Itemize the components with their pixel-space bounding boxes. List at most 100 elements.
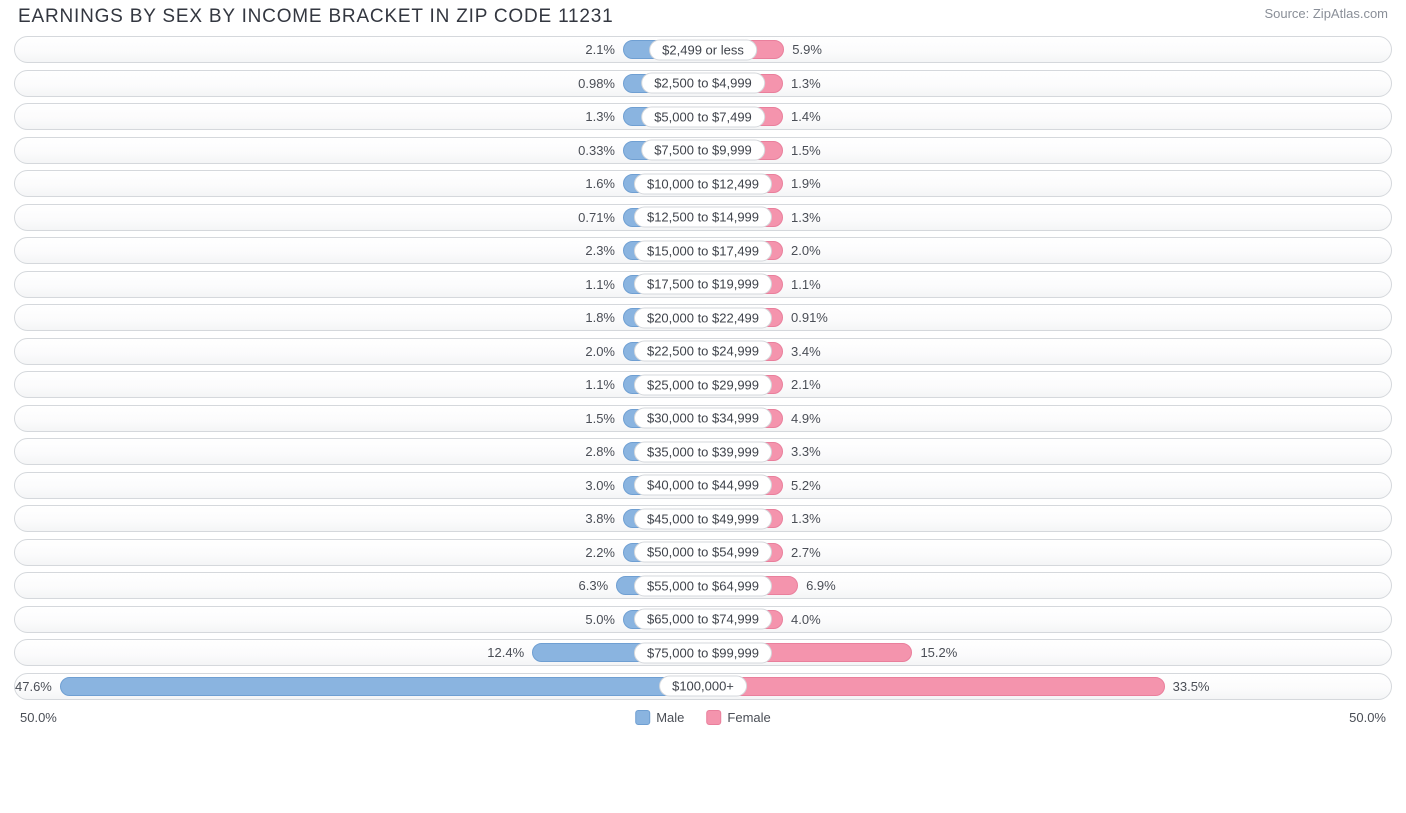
male-value-label: 2.1% [585, 42, 615, 57]
chart-row: 6.3% 6.9% $55,000 to $64,999 [14, 572, 1392, 599]
category-label: $75,000 to $99,999 [634, 642, 772, 663]
legend-label-female: Female [727, 710, 770, 725]
male-value-label: 0.71% [578, 210, 615, 225]
chart-row: 5.0%4.0%$65,000 to $74,999 [14, 606, 1392, 633]
female-half: 3.3% [703, 439, 1391, 464]
chart-footer: 50.0% Male Female 50.0% [0, 706, 1406, 734]
chart-track: 1.1%1.1%$17,500 to $19,999 [14, 271, 1392, 298]
female-half: 5.2% [703, 473, 1391, 498]
chart-row: 0.33%1.5%$7,500 to $9,999 [14, 137, 1392, 164]
chart-track: 12.4% 15.2% $75,000 to $99,999 [14, 639, 1392, 666]
chart-source: Source: ZipAtlas.com [1264, 6, 1388, 21]
male-half: 1.5% [15, 406, 703, 431]
female-half: 1.3% [703, 506, 1391, 531]
category-label: $2,499 or less [649, 39, 757, 60]
female-value-label: 1.3% [791, 511, 821, 526]
category-label: $2,500 to $4,999 [641, 73, 765, 94]
male-value-label: 2.0% [585, 344, 615, 359]
chart-row: 12.4% 15.2% $75,000 to $99,999 [14, 639, 1392, 666]
female-value-label: 1.5% [791, 143, 821, 158]
category-label: $50,000 to $54,999 [634, 542, 772, 563]
chart-row: 2.1% 5.9% $2,499 or less [14, 36, 1392, 63]
male-value-label: 47.6% [15, 679, 52, 694]
male-half: 2.0% [15, 339, 703, 364]
male-value-label: 6.3% [579, 578, 609, 593]
female-value-label: 5.9% [792, 42, 822, 57]
category-label: $22,500 to $24,999 [634, 341, 772, 362]
chart-row: 2.8%3.3%$35,000 to $39,999 [14, 438, 1392, 465]
category-label: $5,000 to $7,499 [641, 106, 765, 127]
female-half: 0.91% [703, 305, 1391, 330]
chart-title: EARNINGS BY SEX BY INCOME BRACKET IN ZIP… [18, 6, 614, 28]
female-value-label: 1.1% [791, 277, 821, 292]
chart-track: 3.0%5.2%$40,000 to $44,999 [14, 472, 1392, 499]
male-value-label: 1.5% [585, 411, 615, 426]
category-label: $55,000 to $64,999 [634, 575, 772, 596]
female-half: 2.7% [703, 540, 1391, 565]
female-value-label: 1.9% [791, 176, 821, 191]
female-half: 1.9% [703, 171, 1391, 196]
male-half: 5.0% [15, 607, 703, 632]
female-half: 1.3% [703, 71, 1391, 96]
female-value-label: 3.4% [791, 344, 821, 359]
male-value-label: 12.4% [487, 645, 524, 660]
female-value-label: 15.2% [920, 645, 957, 660]
female-half: 1.3% [703, 205, 1391, 230]
chart-row: 3.8%1.3%$45,000 to $49,999 [14, 505, 1392, 532]
category-label: $10,000 to $12,499 [634, 173, 772, 194]
chart-track: 2.8%3.3%$35,000 to $39,999 [14, 438, 1392, 465]
chart-track: 1.5% 4.9% $30,000 to $34,999 [14, 405, 1392, 432]
female-half: 33.5% [703, 674, 1391, 699]
chart-track: 2.1% 5.9% $2,499 or less [14, 36, 1392, 63]
chart-track: 0.98%1.3%$2,500 to $4,999 [14, 70, 1392, 97]
chart-track: 1.3% 1.4% $5,000 to $7,499 [14, 103, 1392, 130]
category-label: $30,000 to $34,999 [634, 408, 772, 429]
female-value-label: 2.1% [791, 377, 821, 392]
chart-track: 6.3% 6.9% $55,000 to $64,999 [14, 572, 1392, 599]
female-value-label: 2.0% [791, 243, 821, 258]
axis-label-left: 50.0% [20, 710, 57, 725]
male-half: 2.2% [15, 540, 703, 565]
female-value-label: 4.9% [791, 411, 821, 426]
chart-track: 2.2% 2.7% $50,000 to $54,999 [14, 539, 1392, 566]
male-half: 2.8% [15, 439, 703, 464]
male-half: 47.6% [15, 674, 703, 699]
legend-item-male: Male [635, 710, 684, 725]
male-half: 3.0% [15, 473, 703, 498]
female-value-label: 4.0% [791, 612, 821, 627]
male-half: 6.3% [15, 573, 703, 598]
legend-item-female: Female [706, 710, 770, 725]
male-value-label: 1.1% [585, 377, 615, 392]
male-half: 12.4% [15, 640, 703, 665]
female-half: 2.1% [703, 372, 1391, 397]
female-value-label: 1.4% [791, 109, 821, 124]
chart-track: 1.8%0.91%$20,000 to $22,499 [14, 304, 1392, 331]
female-value-label: 33.5% [1173, 679, 1210, 694]
chart-track: 2.0% 3.4% $22,500 to $24,999 [14, 338, 1392, 365]
chart-row: 1.5% 4.9% $30,000 to $34,999 [14, 405, 1392, 432]
female-value-label: 2.7% [791, 545, 821, 560]
female-half: 1.1% [703, 272, 1391, 297]
chart-row: 1.1%2.1%$25,000 to $29,999 [14, 371, 1392, 398]
chart-row: 2.0% 3.4% $22,500 to $24,999 [14, 338, 1392, 365]
swatch-female-icon [706, 710, 721, 725]
category-label: $17,500 to $19,999 [634, 274, 772, 295]
female-value-label: 1.3% [791, 76, 821, 91]
male-value-label: 1.3% [585, 109, 615, 124]
chart-track: 3.8%1.3%$45,000 to $49,999 [14, 505, 1392, 532]
male-half: 0.71% [15, 205, 703, 230]
male-value-label: 2.3% [585, 243, 615, 258]
male-half: 1.1% [15, 372, 703, 397]
axis-label-right: 50.0% [1349, 710, 1386, 725]
category-label: $15,000 to $17,499 [634, 240, 772, 261]
female-value-label: 6.9% [806, 578, 836, 593]
chart-row: 2.2% 2.7% $50,000 to $54,999 [14, 539, 1392, 566]
female-value-label: 0.91% [791, 310, 828, 325]
male-bar [60, 677, 703, 696]
chart-track: 1.1%2.1%$25,000 to $29,999 [14, 371, 1392, 398]
female-half: 4.0% [703, 607, 1391, 632]
chart-row: 3.0%5.2%$40,000 to $44,999 [14, 472, 1392, 499]
female-value-label: 1.3% [791, 210, 821, 225]
female-half: 15.2% [703, 640, 1391, 665]
male-half: 2.1% [15, 37, 703, 62]
